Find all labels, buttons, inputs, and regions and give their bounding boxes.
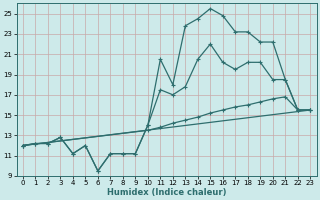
X-axis label: Humidex (Indice chaleur): Humidex (Indice chaleur) — [107, 188, 226, 197]
